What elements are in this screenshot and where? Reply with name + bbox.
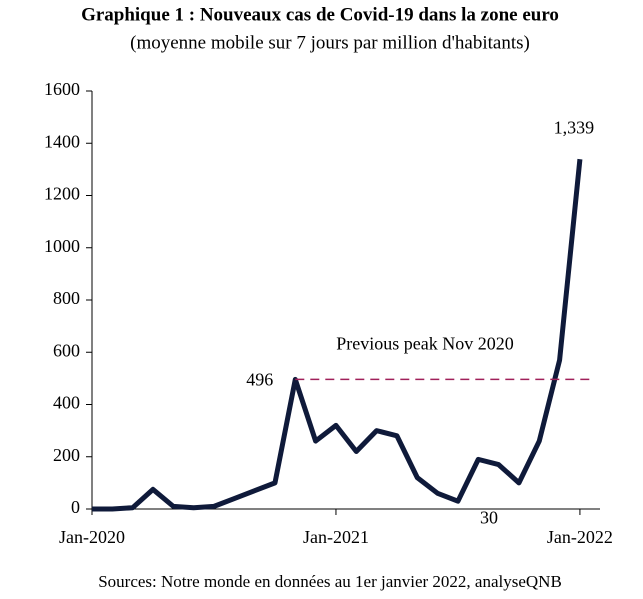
- y-tick-label: 0: [71, 497, 80, 517]
- y-tick-label: 1600: [44, 79, 80, 99]
- data-label: 30: [480, 507, 498, 527]
- y-tick-label: 1400: [44, 131, 80, 151]
- source: Sources: Notre monde en données au 1er j…: [98, 572, 562, 591]
- data-label: 1,339: [554, 117, 595, 137]
- chart-subtitle: (moyenne mobile sur 7 jours par million …: [130, 32, 530, 53]
- x-tick-label: Jan-2022: [547, 527, 613, 547]
- data-label: 496: [246, 370, 273, 390]
- y-tick-label: 200: [53, 445, 80, 465]
- y-tick-label: 1000: [44, 236, 80, 256]
- line: [92, 158, 583, 512]
- y-tick-label: 400: [53, 393, 80, 413]
- chart-title: Graphique 1 : Nouveaux cas de Covid-19 d…: [81, 4, 559, 25]
- y-tick-label: 1200: [44, 184, 80, 204]
- x-tick-label: Jan-2020: [59, 527, 125, 547]
- y-tick-label: 600: [53, 340, 80, 360]
- x-tick-label: Jan-2021: [303, 527, 369, 547]
- annotation: Previous peak Nov 2020: [336, 334, 513, 354]
- y-tick-label: 800: [53, 288, 80, 308]
